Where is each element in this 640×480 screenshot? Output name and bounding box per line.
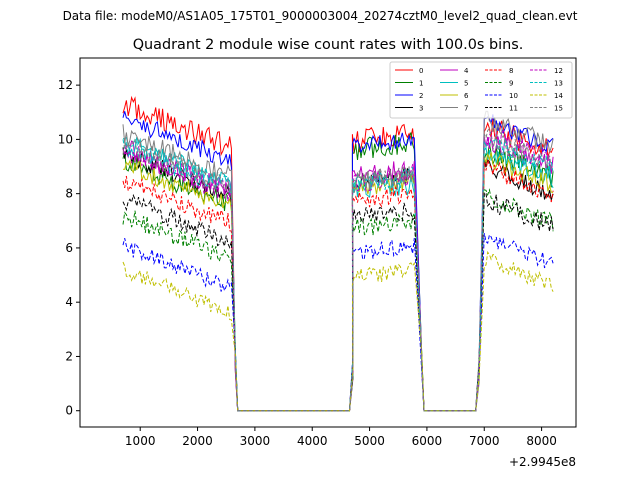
legend-label-3: 3 — [419, 105, 423, 113]
legend-label-2: 2 — [419, 92, 423, 100]
legend-label-4: 4 — [464, 67, 469, 75]
legend-label-13: 13 — [554, 80, 563, 88]
legend-label-10: 10 — [509, 92, 518, 100]
legend-label-9: 9 — [509, 80, 513, 88]
y-tick-label: 6 — [65, 241, 73, 255]
series-line-14 — [122, 250, 554, 412]
x-tick-label: 3000 — [240, 434, 271, 448]
x-tick-label: 8000 — [526, 434, 557, 448]
series-line-2 — [122, 111, 554, 412]
legend-label-8: 8 — [509, 67, 513, 75]
series-line-11 — [122, 192, 554, 412]
legend-label-15: 15 — [554, 105, 563, 113]
x-tick-label: 2000 — [182, 434, 213, 448]
y-tick-label: 8 — [65, 187, 73, 201]
legend-frame — [389, 61, 573, 119]
series-line-13 — [122, 136, 554, 412]
y-tick-label: 2 — [65, 349, 73, 363]
x-tick-label: 1000 — [125, 434, 156, 448]
legend-label-7: 7 — [464, 105, 468, 113]
chart-title: Quadrant 2 module wise count rates with … — [133, 37, 524, 53]
legend-label-6: 6 — [464, 92, 469, 100]
x-offset-text: +2.9945e8 — [509, 455, 576, 469]
legend-label-14: 14 — [554, 92, 563, 100]
y-tick-label: 0 — [65, 404, 73, 418]
series-line-9 — [122, 188, 554, 412]
legend-label-11: 11 — [509, 105, 518, 113]
legend-label-12: 12 — [554, 67, 563, 75]
axes-frame — [79, 57, 577, 428]
x-tick-label: 4000 — [297, 434, 328, 448]
legend-label-0: 0 — [419, 67, 423, 75]
series-line-8 — [122, 159, 554, 412]
y-tick-label: 4 — [65, 295, 73, 309]
legend-label-1: 1 — [419, 80, 423, 88]
plot-lines — [122, 95, 554, 412]
series-line-15 — [122, 127, 554, 412]
series-line-10 — [122, 233, 554, 412]
y-tick-label: 12 — [58, 78, 73, 92]
axis-ticks: 1000 2000 3000 4000 5000 6000 7000 8000 0 2 4 6 8 10 1… — [58, 78, 557, 448]
legend-label-5: 5 — [464, 80, 468, 88]
series-line-6 — [122, 152, 554, 412]
y-tick-label: 10 — [58, 132, 73, 146]
x-tick-label: 7000 — [469, 434, 500, 448]
x-tick-label: 5000 — [354, 434, 385, 448]
suptitle: Data file: modeM0/AS1A05_175T01_90000030… — [63, 9, 578, 23]
x-tick-label: 6000 — [412, 434, 443, 448]
